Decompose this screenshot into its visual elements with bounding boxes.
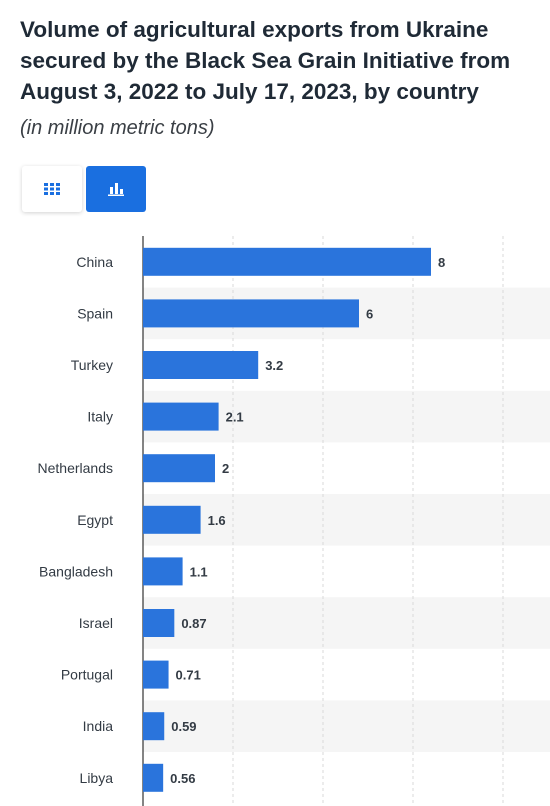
category-label: Portugal [61,667,113,683]
category-label: China [76,254,113,270]
value-label: 6 [366,306,373,321]
value-label: 1.1 [190,564,208,579]
bar-chart-icon [108,183,124,196]
bar [143,299,359,328]
value-label: 8 [438,255,445,270]
bar [143,712,165,741]
chart-view-button[interactable] [86,166,146,212]
value-label: 0.71 [176,668,201,683]
row-band [143,700,550,752]
bar [143,660,169,689]
category-label: India [83,718,114,734]
value-label: 0.87 [181,616,206,631]
value-label: 0.59 [171,719,196,734]
value-label: 3.2 [265,358,283,373]
value-label: 1.6 [208,513,226,528]
category-label: Egypt [77,512,113,528]
value-label: 2 [222,461,229,476]
bar [143,763,164,792]
bar [143,247,431,276]
bar-chart: China 8 Spain 6 Turkey 3.2 Italy 2.1 Netherlands… [38,236,550,806]
category-label: Spain [77,305,113,321]
bar [143,505,201,534]
table-grid-icon [44,183,60,195]
category-label: Libya [80,770,114,786]
category-label: Israel [79,615,113,631]
table-view-button[interactable] [22,166,82,212]
value-label: 2.1 [226,410,244,425]
chart-title: Volume of agricultural exports from Ukra… [20,17,511,104]
category-label: Italy [87,409,113,425]
value-label: 0.56 [170,771,195,786]
category-label: Netherlands [38,460,114,476]
bar [143,609,175,637]
row-band [143,494,550,546]
row-band [143,597,550,649]
bar [143,351,259,379]
category-label: Bangladesh [39,563,113,579]
category-label: Turkey [71,357,113,373]
chart-subtitle: (in million metric tons) [20,117,215,139]
bar [143,557,183,586]
bar [143,402,219,431]
bar [143,454,215,483]
